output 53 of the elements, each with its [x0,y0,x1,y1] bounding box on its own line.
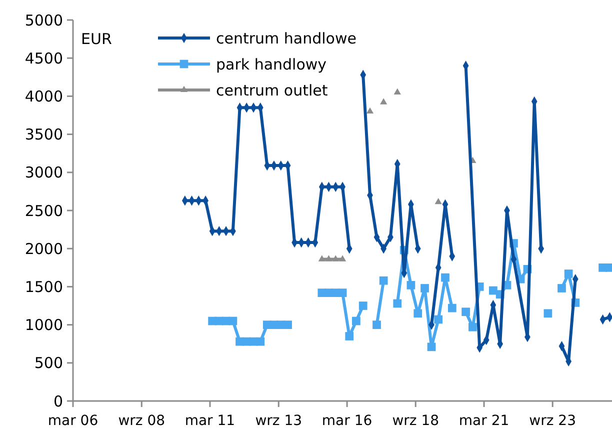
point [414,309,422,318]
point [420,284,429,292]
legend-label: centrum handlowe [216,29,356,48]
point [462,308,470,316]
point [338,288,347,297]
point [318,255,326,262]
point [441,273,450,282]
y-tick-label: 1500 [24,278,63,296]
point [352,316,360,326]
legend-label: park handlowy [216,55,327,74]
point [406,280,416,290]
x-tick-label: wrz 08 [118,413,166,429]
y-tick-label: 1000 [24,316,63,334]
point [379,276,388,285]
point [393,299,402,308]
point [544,309,552,318]
point [345,332,354,340]
point [468,322,477,332]
x-tick-label: mar 16 [322,413,372,429]
point [366,107,374,114]
legend-label: centrum outlet [216,81,328,100]
point [358,302,368,310]
point [380,98,388,104]
x-tick-label: wrz 18 [392,413,440,429]
point [228,316,238,326]
y-tick-label: 4000 [24,87,63,106]
point [558,284,566,292]
y-tick-label: 3500 [24,126,63,144]
x-tick-label: wrz 23 [529,413,576,429]
y-tick-label: 2000 [24,240,63,258]
point [434,198,442,204]
point [325,255,332,262]
y-tick-label: 500 [34,354,63,372]
point [434,315,443,324]
y-axis-title: EUR [81,30,112,48]
point [338,255,346,262]
point [284,320,292,329]
x-tick-label: mar 11 [184,413,236,429]
point [332,255,340,262]
y-tick-label: 0 [53,392,63,410]
point [394,88,401,94]
y-tick-label: 5000 [24,11,63,30]
point [448,304,456,312]
x-tick-label: mar 06 [48,413,98,429]
y-tick-label: 3000 [24,164,63,182]
x-tick-label: wrz 13 [255,413,302,429]
x-tick-label: mar 21 [458,413,510,429]
point [427,342,436,352]
y-tick-label: 4500 [24,49,63,68]
point [372,320,381,329]
point [256,337,265,346]
y-tick-label: 2500 [24,202,63,220]
point [564,270,573,278]
